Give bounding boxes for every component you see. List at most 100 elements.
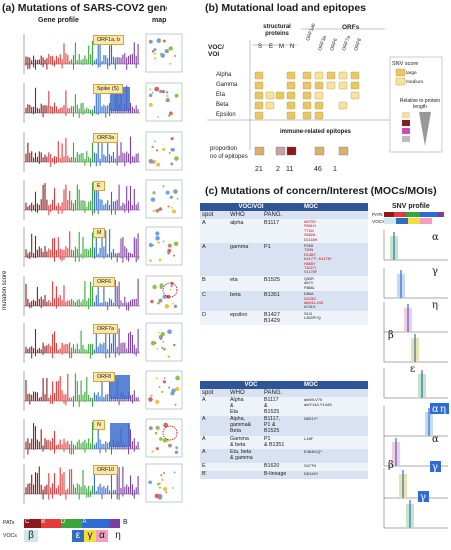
gene-label-orf7a: ORF7a [93, 324, 119, 334]
spot-cell: D [200, 310, 228, 325]
gene-label-orf10: ORF10 [93, 465, 119, 475]
moc-mutation: P26S [304, 244, 314, 249]
gene-profile-plots [23, 33, 183, 504]
pat-b-end: B [123, 519, 128, 526]
snv-profile-panel [383, 268, 448, 299]
gene-profile-header: Gene profile [38, 17, 79, 24]
who-cell [228, 470, 262, 479]
moc-cell: A570D P681H T716I S982A D1118H [302, 219, 368, 244]
snv-greek-label: γ [432, 266, 438, 277]
spot-cell: A [200, 397, 228, 417]
t2-head-moc: MOC [302, 381, 368, 389]
vocs-bar-a: β ε γ α η [24, 530, 164, 542]
load-cell [254, 101, 264, 110]
snv-greek-label: ε [410, 364, 415, 375]
row-alpha: Alpha [216, 72, 232, 78]
spot-cell: A [200, 416, 228, 436]
t2-sub-who: WHO [228, 389, 262, 397]
voc-alpha-a: α [96, 530, 108, 542]
pang-cell [262, 449, 302, 463]
load-cell [314, 111, 324, 120]
pang-cell: B1525 [262, 275, 302, 292]
moc-cell: Q52R A67V F888L [302, 275, 368, 292]
gene-label-m: M [93, 228, 106, 238]
load-cell [302, 101, 312, 110]
pang-cell: B1427 B1429 [262, 310, 302, 325]
panel-c-title: (c) Mutations of concern/Interest (MOCs/… [205, 185, 437, 197]
who-cell: epsilon [228, 310, 262, 325]
moc-cell: N501Y* [302, 416, 368, 436]
col-s: S [258, 44, 263, 50]
who-cell [228, 462, 262, 471]
gene-label-orf1ab: ORF1a, b [93, 35, 124, 45]
load-cell [314, 91, 324, 100]
moc-mutation: S982A [304, 233, 316, 238]
snv-pat-seg [394, 212, 406, 217]
snv-profile-panel [383, 468, 448, 499]
snv-pat-seg [406, 212, 420, 217]
epitope-box [254, 146, 265, 156]
voc-row: E B1620 S477N [200, 462, 368, 471]
t1-sub-spot: spot [200, 211, 228, 219]
moc-mutation: Q52R [304, 276, 314, 281]
gene-profile-6 [23, 322, 183, 363]
row-eta: Eta [216, 92, 226, 98]
load-cell [275, 91, 285, 100]
moc-mutation: S13I [304, 311, 312, 316]
load-cell [314, 101, 324, 110]
t1-head-moc: MOC [302, 203, 368, 211]
voc-row: B' B-lineage D614G* [200, 470, 368, 479]
moc-mutation: A570D [304, 220, 316, 224]
snv-greek-label: β [388, 330, 394, 341]
moc-mutation: K417T*, K417N* [304, 257, 332, 262]
pang-cell: B-lineage [262, 470, 302, 479]
moc-cell: D614G* [302, 470, 368, 479]
voc-row: A Gamma & beta P1 & B1351 L18F [200, 435, 368, 450]
panel-b-title: (b) Mutational load and epitopes [205, 2, 366, 14]
gene-label-orf8: ORF8 [93, 372, 116, 382]
col-m: M [279, 44, 284, 50]
epitope-count-orf3a: 1 [333, 166, 337, 173]
who-cell: Gamma & beta [228, 435, 262, 450]
pang-cell: B1351 [262, 291, 302, 311]
moc-cell: L18F [302, 435, 368, 450]
moc-mutation: L452R*/Q [304, 316, 321, 321]
voc-gamma-a: γ [84, 530, 96, 542]
gene-profile-8 [23, 418, 183, 459]
legend-large: large [406, 71, 417, 76]
snv-greek-label: η [432, 300, 438, 311]
gene-profile-5 [23, 275, 183, 316]
t2-sub-pang: PANG. [262, 389, 302, 397]
load-cell [314, 71, 324, 80]
load-cell [302, 111, 312, 120]
legend-relative: Relative to protein length [399, 98, 441, 110]
load-cell [338, 81, 348, 90]
vocs-label-a: VOCs [3, 533, 17, 539]
load-cell [254, 91, 264, 100]
panel-a-title: (a) Mutations of SARS-COV2 genes [2, 2, 167, 14]
epitope-count-s: 21 [255, 166, 263, 173]
epitope-box [338, 146, 349, 156]
moc-mutation: T20N [304, 248, 314, 253]
pang-cell: B1117, P1 & B1525 [262, 416, 302, 436]
gene-profile-4 [23, 226, 183, 267]
snv-profile-panel [383, 406, 448, 437]
load-cell [286, 71, 296, 80]
load-cell [350, 71, 360, 80]
moc-mutation: V1176F [304, 270, 318, 275]
who-cell: alpha [228, 219, 262, 244]
t2-sub-spot: spot [200, 389, 228, 397]
row-epsilon: Epsilon [216, 112, 236, 118]
spot-cell: A [200, 435, 228, 450]
snv-profile-panel [383, 498, 448, 529]
pang-cell: B1117 [262, 219, 302, 244]
moc-mutation: H655Y [304, 261, 316, 266]
moc-mutation: D80A [304, 292, 314, 297]
pat-d: D [60, 519, 83, 528]
snv-pat-seg [420, 212, 438, 217]
moc-cell: P26S T20N D138Y K417T*, K417N* H655Y T1027I V1… [302, 243, 368, 276]
spot-cell: A [200, 243, 228, 276]
load-cell [314, 81, 324, 90]
